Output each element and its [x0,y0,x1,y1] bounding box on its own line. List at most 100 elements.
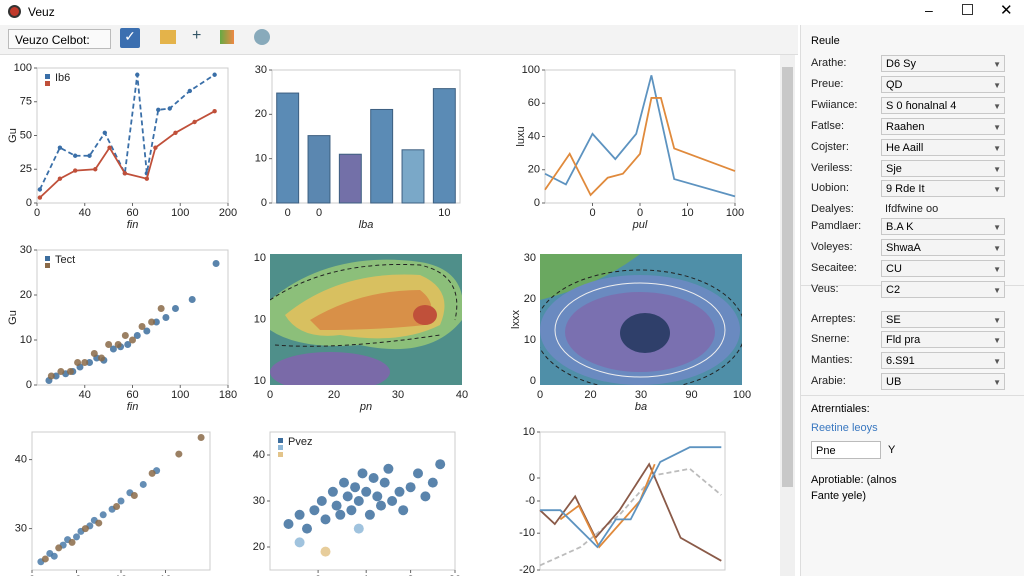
dropdown-arrow[interactable]: ▼ [993,378,1001,387]
y-tick-label: 10 [20,334,32,346]
x-tick-label: 10 [438,207,450,219]
point [105,341,113,348]
settings-button[interactable] [254,29,270,45]
add-button[interactable]: + [192,27,202,44]
y-tick-label: 10 [254,313,266,325]
property-value[interactable]: D6 Sy ▼ [881,55,1005,72]
point [383,463,394,474]
line [539,467,722,567]
point [55,544,63,552]
dropdown-arrow[interactable]: ▼ [993,165,1001,174]
bar [432,88,456,204]
property-value[interactable]: QD ▼ [881,76,1005,93]
dropdown-arrow[interactable]: ▼ [993,144,1001,153]
property-value[interactable]: Sje ▼ [881,160,1005,177]
bar [370,108,394,204]
property-value[interactable]: UB ▼ [881,373,1005,390]
property-value[interactable]: 9 Rde It ▼ [881,180,1005,197]
point [133,332,141,339]
dropdown-arrow[interactable]: ▼ [993,316,1001,325]
line [544,97,736,197]
property-value[interactable]: 6.S91 ▼ [881,352,1005,369]
minimize[interactable]: – [925,2,933,18]
property-label: Secaitee: [811,262,857,274]
x-axis-label: lba [359,219,374,231]
x-tick-label: 0 [315,574,321,576]
property-value[interactable]: ShwaA ▼ [881,239,1005,256]
panel-title: Reule [811,35,840,47]
dropdown-arrow[interactable]: ▼ [993,286,1001,295]
point [143,327,151,335]
property-value[interactable]: B.A K ▼ [881,218,1005,235]
y-tick-label: 0 [26,197,32,209]
property-value[interactable]: He Aaill ▼ [881,139,1005,156]
x-tick-label: 180 [219,389,237,401]
x-tick-label: 0 [537,389,543,401]
close[interactable]: ✕ [1000,2,1013,19]
point [135,72,140,77]
bar [338,153,362,204]
combo[interactable]: Pne [811,441,881,459]
point [427,477,438,488]
plot-frame [36,67,229,204]
property-value: Ifdfwine oo [885,203,939,215]
maximize[interactable] [962,4,973,15]
y-tick-label: 60 [528,97,540,109]
point [187,88,192,94]
point [212,109,217,114]
link[interactable]: Reetine leoys [811,422,878,434]
x-tick-label: 60 [126,207,138,219]
dropdown-arrow[interactable]: ▼ [993,81,1001,90]
dropdown-arrow[interactable]: ▼ [993,244,1001,253]
property-value[interactable]: Fld pra ▼ [881,331,1005,348]
plot-frame [271,69,461,204]
check-button[interactable]: ✓ [120,28,140,48]
point [331,500,342,511]
x-tick-label: 1 [363,574,369,576]
point [372,491,383,502]
y-tick-label: 30 [20,244,32,256]
property-label: Arreptes: [811,313,856,325]
dropdown-arrow[interactable]: ▼ [993,357,1001,366]
x-axis-label: fin [127,401,139,413]
toolbar-combo[interactable]: Veuzo Celbot: [8,29,111,49]
point [353,496,364,506]
dropdown-arrow[interactable]: ▼ [993,223,1001,232]
x-tick-label: 0 [589,207,595,219]
point [148,318,156,326]
dropdown-arrow[interactable]: ▼ [993,123,1001,132]
folder-button[interactable] [160,30,176,44]
property-value[interactable]: CU ▼ [881,260,1005,277]
dropdown-arrow[interactable]: ▼ [993,185,1001,194]
line [540,446,722,549]
dropdown-arrow[interactable]: ▼ [993,60,1001,69]
point [113,503,121,511]
property-label: Cojster: [811,141,849,153]
plot-frame [36,249,229,386]
property-value[interactable]: SE ▼ [881,311,1005,328]
chart-button[interactable] [220,30,234,44]
property-value[interactable]: Raahen ▼ [881,118,1005,135]
point [47,372,55,380]
point [212,72,217,77]
point [361,486,372,497]
scrollbar[interactable] [780,55,795,576]
x-tick-label: 200 [219,207,237,219]
scroll-thumb[interactable] [782,67,793,487]
x-tick-label: 0 [637,207,643,219]
point [73,153,78,158]
point [114,341,122,348]
dropdown-arrow[interactable]: ▼ [993,265,1001,274]
property-label: Pamdlaer: [811,220,862,232]
property-value[interactable]: C2 ▼ [881,281,1005,298]
dropdown-arrow[interactable]: ▼ [993,102,1001,111]
point [73,168,78,173]
point [342,491,353,502]
point [87,153,92,158]
y-tick-label: 20 [528,164,540,176]
x-tick-label: 40 [79,207,91,219]
dropdown-arrow[interactable]: ▼ [993,336,1001,345]
x-tick-label: 20 [584,389,596,401]
property-value[interactable]: S 0 ɦonalnal 4 ▼ [881,97,1005,114]
point [212,260,220,267]
